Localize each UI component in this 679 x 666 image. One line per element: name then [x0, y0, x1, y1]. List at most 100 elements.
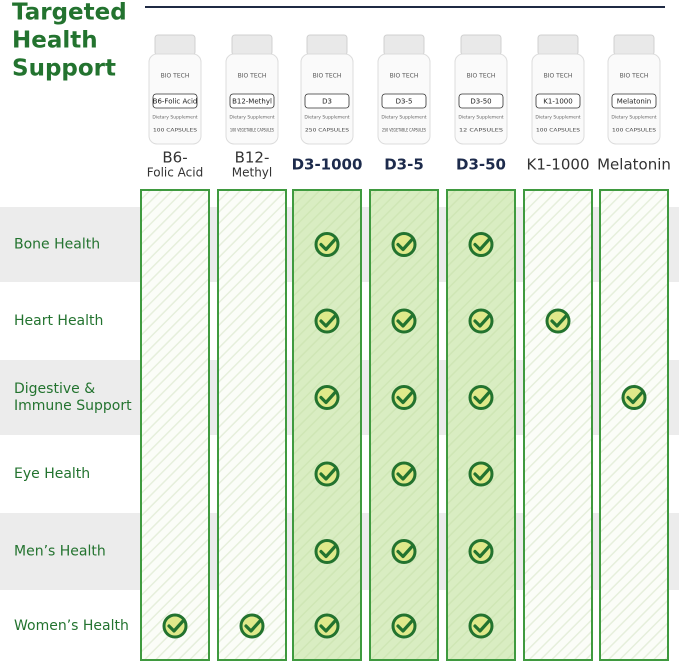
product-bottle: BIO TECH B12-Methyl Dietary Supplement 100 …	[225, 34, 279, 145]
check-tick	[167, 619, 185, 633]
check-circle	[239, 613, 265, 639]
check-icon	[314, 385, 340, 410]
product-name: D3-1000	[292, 156, 363, 174]
check-tick	[396, 390, 414, 405]
bottle-brand: BIO TECH	[313, 73, 342, 80]
product-bottle: BIO TECH D3-5 Dietary Supplement 250 VEGETA…	[377, 34, 431, 145]
column-box	[599, 189, 669, 661]
bottle-label: D3-5	[396, 98, 413, 106]
check-icon	[314, 308, 340, 334]
check-icon	[391, 539, 417, 564]
bottle-subtitle: Dietary Supplement	[152, 115, 197, 121]
bottle-subtitle: Dietary Supplement	[535, 115, 580, 121]
check-circle	[314, 385, 340, 410]
check-circle	[391, 613, 417, 639]
product-bottle: BIO TECH Melatonin Dietary Supplement 100 C…	[607, 34, 661, 145]
check-icon	[621, 385, 647, 410]
bottle-subtitle: Dietary Supplement	[304, 115, 349, 121]
bottle-cap	[537, 34, 579, 56]
product-name: Melatonin	[597, 156, 671, 174]
check-icon	[391, 385, 417, 410]
check-tick	[473, 237, 491, 252]
check-icon	[391, 613, 417, 639]
bottle-cap	[460, 34, 502, 56]
product-bottle: BIO TECH B6-Folic Acid Dietary Supplement 1…	[148, 34, 202, 145]
bottle-label-box	[152, 93, 198, 109]
bottle-cap	[154, 34, 196, 56]
bottle-count: 100 CAPSULES	[612, 128, 656, 134]
bottle-label: B6-Folic Acid	[153, 98, 198, 106]
product-bottle: BIO TECH D3 Dietary Supplement 250 CAPSULES	[300, 34, 354, 145]
check-tick	[396, 619, 414, 633]
product-bottle: BIO TECH K1-1000 Dietary Supplement 100 CAP…	[531, 34, 585, 145]
check-circle	[391, 461, 417, 487]
product-bottle: BIO TECH D3-50 Dietary Supplement 12 CAPSUL…	[454, 34, 508, 145]
bottle-cap	[613, 34, 655, 56]
check-tick	[473, 467, 491, 481]
bottle-count: 12 CAPSULES	[459, 128, 503, 134]
bottle-label: D3-50	[470, 98, 491, 106]
check-circle	[391, 232, 417, 257]
check-tick	[473, 619, 491, 633]
bottle-label-box	[381, 93, 427, 109]
bottle-subtitle: Dietary Supplement	[381, 115, 426, 121]
check-tick	[473, 390, 491, 405]
check-tick	[319, 619, 337, 633]
check-tick	[473, 544, 491, 559]
check-circle	[391, 539, 417, 564]
product-name: D3-50	[456, 156, 506, 174]
check-circle	[468, 613, 494, 639]
check-icon	[468, 385, 494, 410]
bottle-subtitle: Dietary Supplement	[611, 115, 656, 121]
bottle-label: K1-1000	[543, 98, 572, 106]
check-circle	[314, 539, 340, 564]
bottle-brand: BIO TECH	[467, 73, 496, 80]
check-circle	[314, 613, 340, 639]
page-title: Support	[12, 56, 116, 82]
check-circle	[468, 308, 494, 334]
product-name: B12-	[235, 149, 270, 167]
bottle-subtitle: Dietary Supplement	[229, 115, 274, 121]
column-box	[217, 189, 287, 661]
bottle-cap	[231, 34, 273, 56]
bottle-cap	[306, 34, 348, 56]
check-circle	[314, 308, 340, 334]
page-title: Targeted	[12, 0, 127, 26]
bottle-label-box	[304, 93, 350, 109]
check-tick	[319, 237, 337, 252]
bottle-subtitle: Dietary Supplement	[458, 115, 503, 121]
bottle-label-box	[229, 93, 275, 109]
check-icon	[468, 461, 494, 487]
bottle-count: 250 CAPSULES	[305, 128, 349, 134]
bottle-label-box	[458, 93, 504, 109]
check-circle	[468, 539, 494, 564]
check-icon	[391, 461, 417, 487]
check-tick	[319, 314, 337, 328]
check-icon	[314, 232, 340, 257]
check-icon	[314, 539, 340, 564]
column-box	[140, 189, 210, 661]
check-tick	[396, 237, 414, 252]
check-circle	[468, 385, 494, 410]
bottle-brand: BIO TECH	[238, 73, 267, 80]
check-circle	[468, 461, 494, 487]
bottle-label: Melatonin	[617, 98, 651, 106]
check-icon	[314, 613, 340, 639]
row-label: Men’s Health	[14, 544, 106, 560]
check-circle	[545, 308, 571, 334]
bottle-brand: BIO TECH	[161, 73, 190, 80]
check-circle	[468, 232, 494, 257]
column-box	[523, 189, 593, 661]
check-circle	[621, 385, 647, 410]
check-circle	[314, 232, 340, 257]
bottle-cap	[383, 34, 425, 56]
bottle-label-box	[611, 93, 657, 109]
product-name: Methyl	[232, 166, 272, 180]
check-tick	[319, 544, 337, 559]
bottle-count: 100 CAPSULES	[153, 128, 197, 134]
bottle-brand: BIO TECH	[544, 73, 573, 80]
check-icon	[468, 232, 494, 257]
check-tick	[244, 619, 262, 633]
check-icon	[391, 232, 417, 257]
check-tick	[550, 314, 568, 328]
